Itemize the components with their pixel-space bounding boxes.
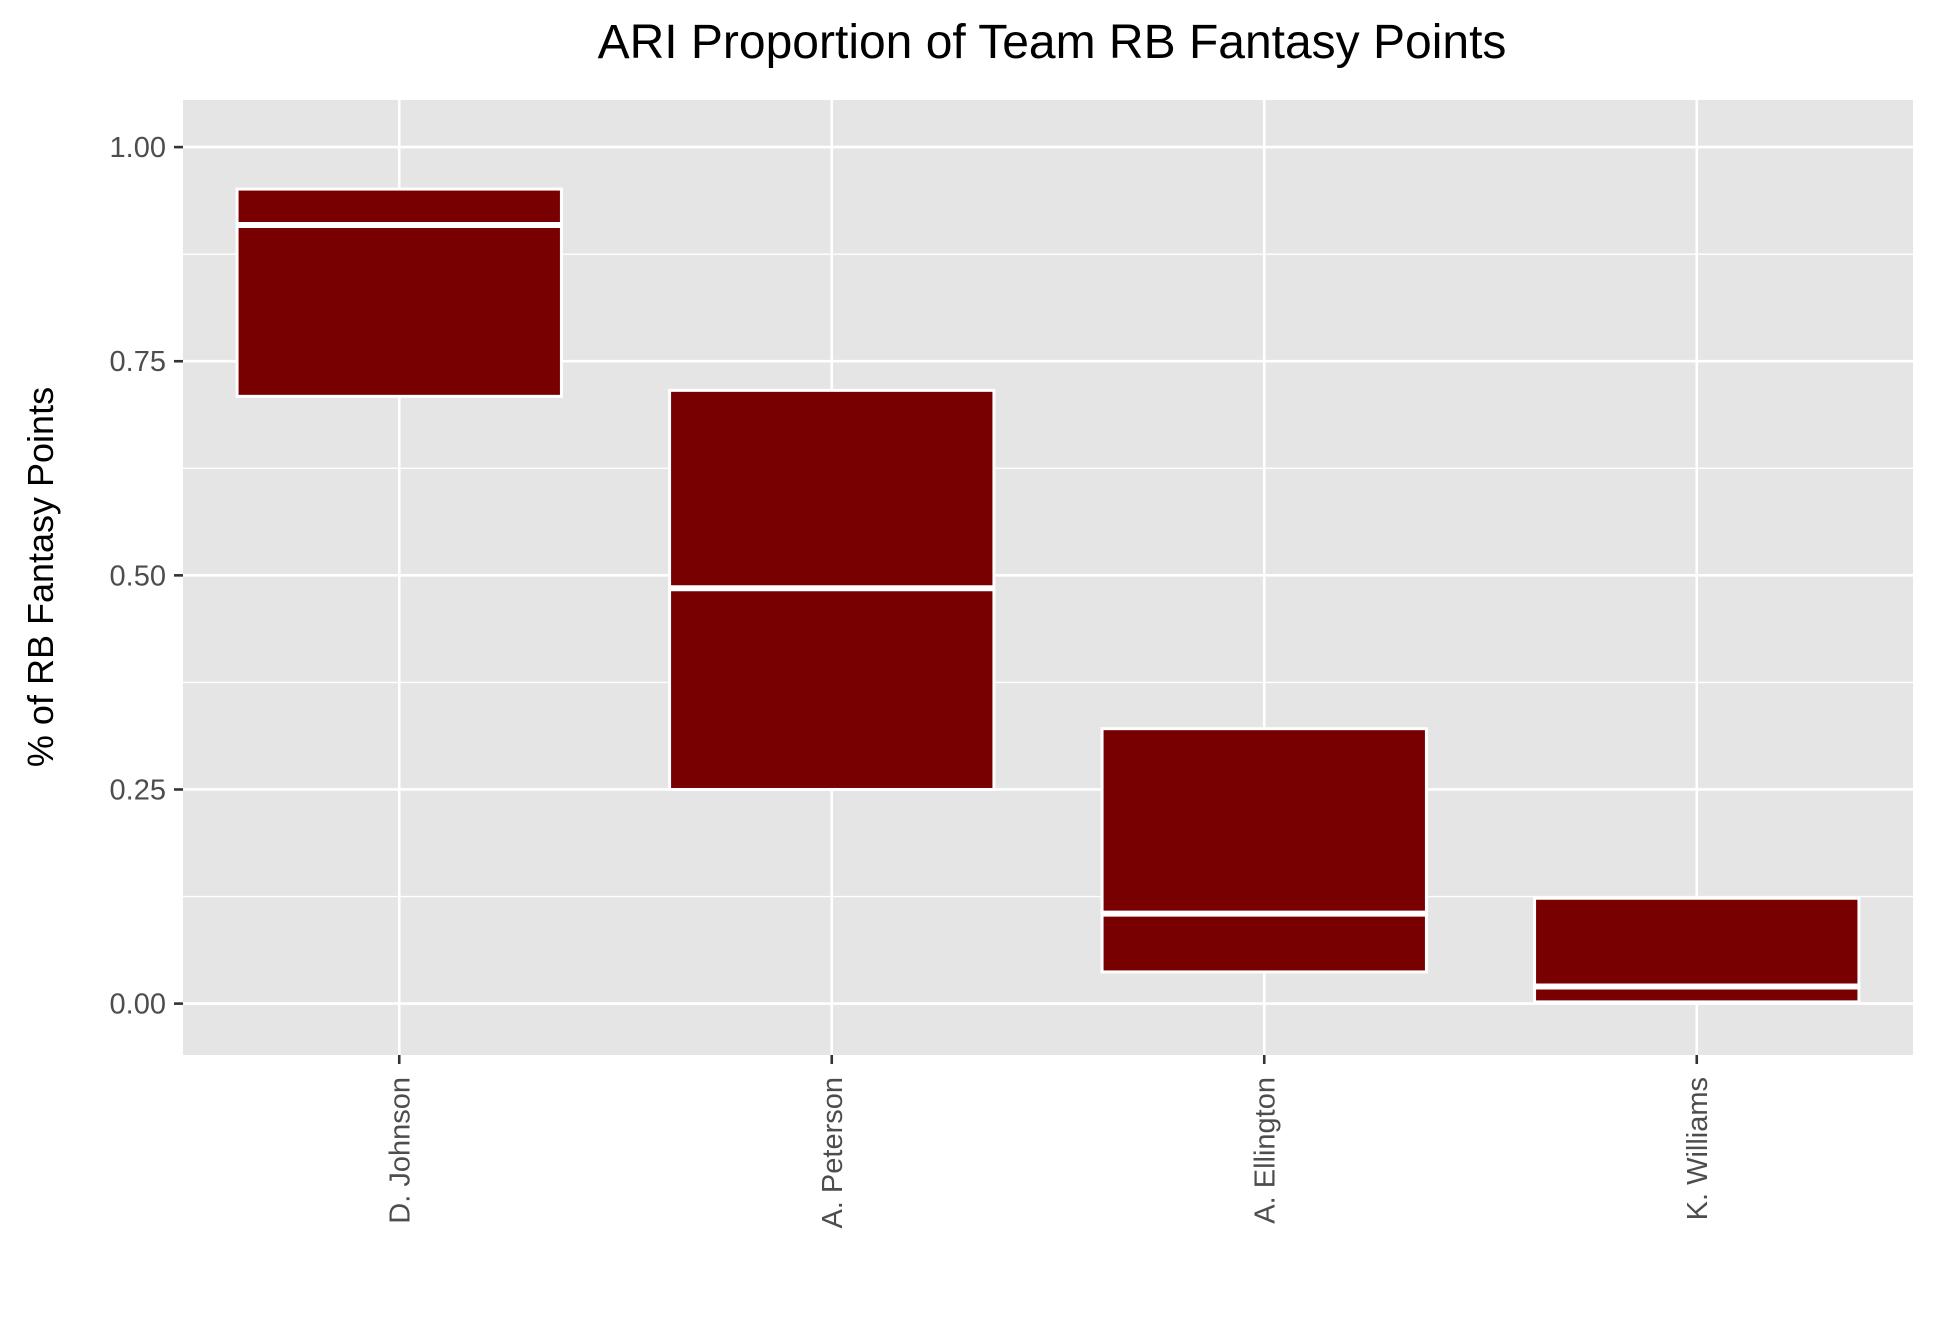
y-tick-label: 0.25 <box>110 774 166 806</box>
x-tick-label: D. Johnson <box>384 1077 416 1224</box>
box-d-johnson <box>235 187 563 398</box>
chart-title: ARI Proportion of Team RB Fantasy Points <box>598 16 1507 69</box>
y-tick-label: 1.00 <box>110 132 166 164</box>
y-tick-label: 0.00 <box>110 989 166 1021</box>
box-a-ellington <box>1100 727 1428 974</box>
y-tick-label: 0.50 <box>110 560 166 592</box>
y-axis-title: % of RB Fantasy Points <box>20 387 61 767</box>
x-axis: D. Johnson A. Peterson A. Ellington K. Will… <box>384 1055 1714 1229</box>
x-tick-label: K. Williams <box>1682 1077 1714 1220</box>
x-tick-label: A. Ellington <box>1249 1077 1281 1224</box>
y-tick-label: 0.75 <box>110 346 166 378</box>
y-axis: 0.00 0.25 0.50 0.75 1.00 <box>110 132 183 1021</box>
x-tick-label: A. Peterson <box>817 1077 849 1229</box>
boxes <box>235 187 1861 1004</box>
